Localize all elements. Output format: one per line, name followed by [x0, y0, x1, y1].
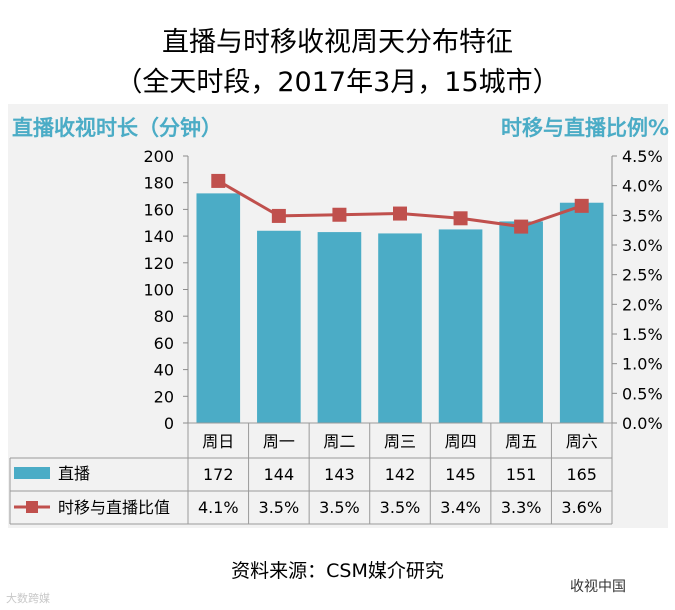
x-tick-label: 周二	[323, 432, 355, 451]
bar-6	[559, 202, 604, 423]
y-tick-label-left: 80	[154, 307, 174, 326]
line-marker-0	[211, 173, 226, 188]
line-marker-5	[514, 219, 529, 234]
x-tick-label: 周一	[263, 432, 295, 451]
bar-1	[257, 230, 301, 423]
y-tick-label-right: 3.5%	[622, 206, 663, 225]
source-note: 资料来源：CSM媒介研究	[231, 560, 444, 582]
y-tick-label-left: 100	[143, 281, 174, 300]
table-value-line: 3.6%	[561, 498, 602, 517]
bar-0	[196, 193, 241, 423]
table-value-line: 3.5%	[319, 498, 360, 517]
line-marker-1	[271, 208, 286, 223]
table-value-line: 3.5%	[259, 498, 300, 517]
y-tick-label-left: 140	[143, 227, 174, 246]
y-tick-label-right: 0.0%	[622, 414, 663, 433]
table-value-bar: 142	[385, 465, 416, 484]
y-tick-label-left: 20	[154, 387, 174, 406]
table-value-line: 4.1%	[198, 498, 239, 517]
y-tick-label-right: 3.0%	[622, 236, 663, 255]
y-tick-label-left: 160	[143, 200, 174, 219]
y-tick-label-left: 60	[154, 334, 174, 353]
x-tick-label: 周五	[505, 432, 537, 451]
table-value-bar: 165	[566, 465, 597, 484]
y-tick-label-right: 4.5%	[622, 147, 663, 166]
table-value-bar: 172	[203, 465, 234, 484]
table-value-bar: 144	[264, 465, 295, 484]
y-tick-label-right: 1.0%	[622, 355, 663, 374]
y-tick-label-left: 180	[143, 174, 174, 193]
bar-5	[499, 221, 543, 423]
bar-4	[438, 229, 483, 423]
y-axis-label-right: 时移与直播比例%	[500, 116, 669, 140]
legend-label-bar: 直播	[58, 464, 90, 483]
chart-title: 直播与时移收视周天分布特征	[162, 27, 513, 58]
x-tick-label: 周日	[202, 432, 234, 451]
bar-2	[317, 232, 362, 423]
legend-label-line: 时移与直播比值	[58, 498, 170, 517]
line-marker-3	[393, 206, 407, 221]
y-tick-label-right: 2.5%	[622, 266, 663, 285]
table-value-line: 3.5%	[380, 498, 421, 517]
y-axis-label-left: 直播收视时长（分钟）	[12, 116, 222, 140]
y-tick-label-right: 2.0%	[622, 295, 663, 314]
y-tick-label-right: 4.0%	[622, 177, 663, 196]
table-value-bar: 143	[324, 465, 355, 484]
table-value-bar: 145	[445, 465, 476, 484]
table-value-line: 3.3%	[501, 498, 542, 517]
bar-3	[378, 233, 422, 423]
x-tick-label: 周四	[445, 432, 477, 451]
legend-swatch-marker	[26, 501, 38, 513]
watermark-left: 大数跨媒	[6, 592, 50, 605]
line-marker-6	[574, 198, 589, 213]
y-tick-label-left: 40	[154, 361, 174, 380]
chart-subtitle: （全天时段，2017年3月，15城市）	[115, 67, 560, 98]
line-marker-2	[332, 207, 347, 222]
y-tick-label-left: 120	[143, 254, 174, 273]
x-tick-label: 周六	[566, 432, 598, 451]
y-tick-label-right: 0.5%	[622, 384, 663, 403]
x-tick-label: 周三	[384, 432, 416, 451]
watermark-right: 收视中国	[570, 579, 626, 595]
y-tick-label-right: 1.5%	[622, 325, 663, 344]
legend-swatch-bar	[14, 467, 50, 479]
y-tick-label-left: 0	[164, 414, 174, 433]
table-value-line: 3.4%	[440, 498, 481, 517]
y-tick-label-left: 200	[143, 147, 174, 166]
table-value-bar: 151	[506, 465, 537, 484]
line-marker-4	[453, 211, 468, 226]
